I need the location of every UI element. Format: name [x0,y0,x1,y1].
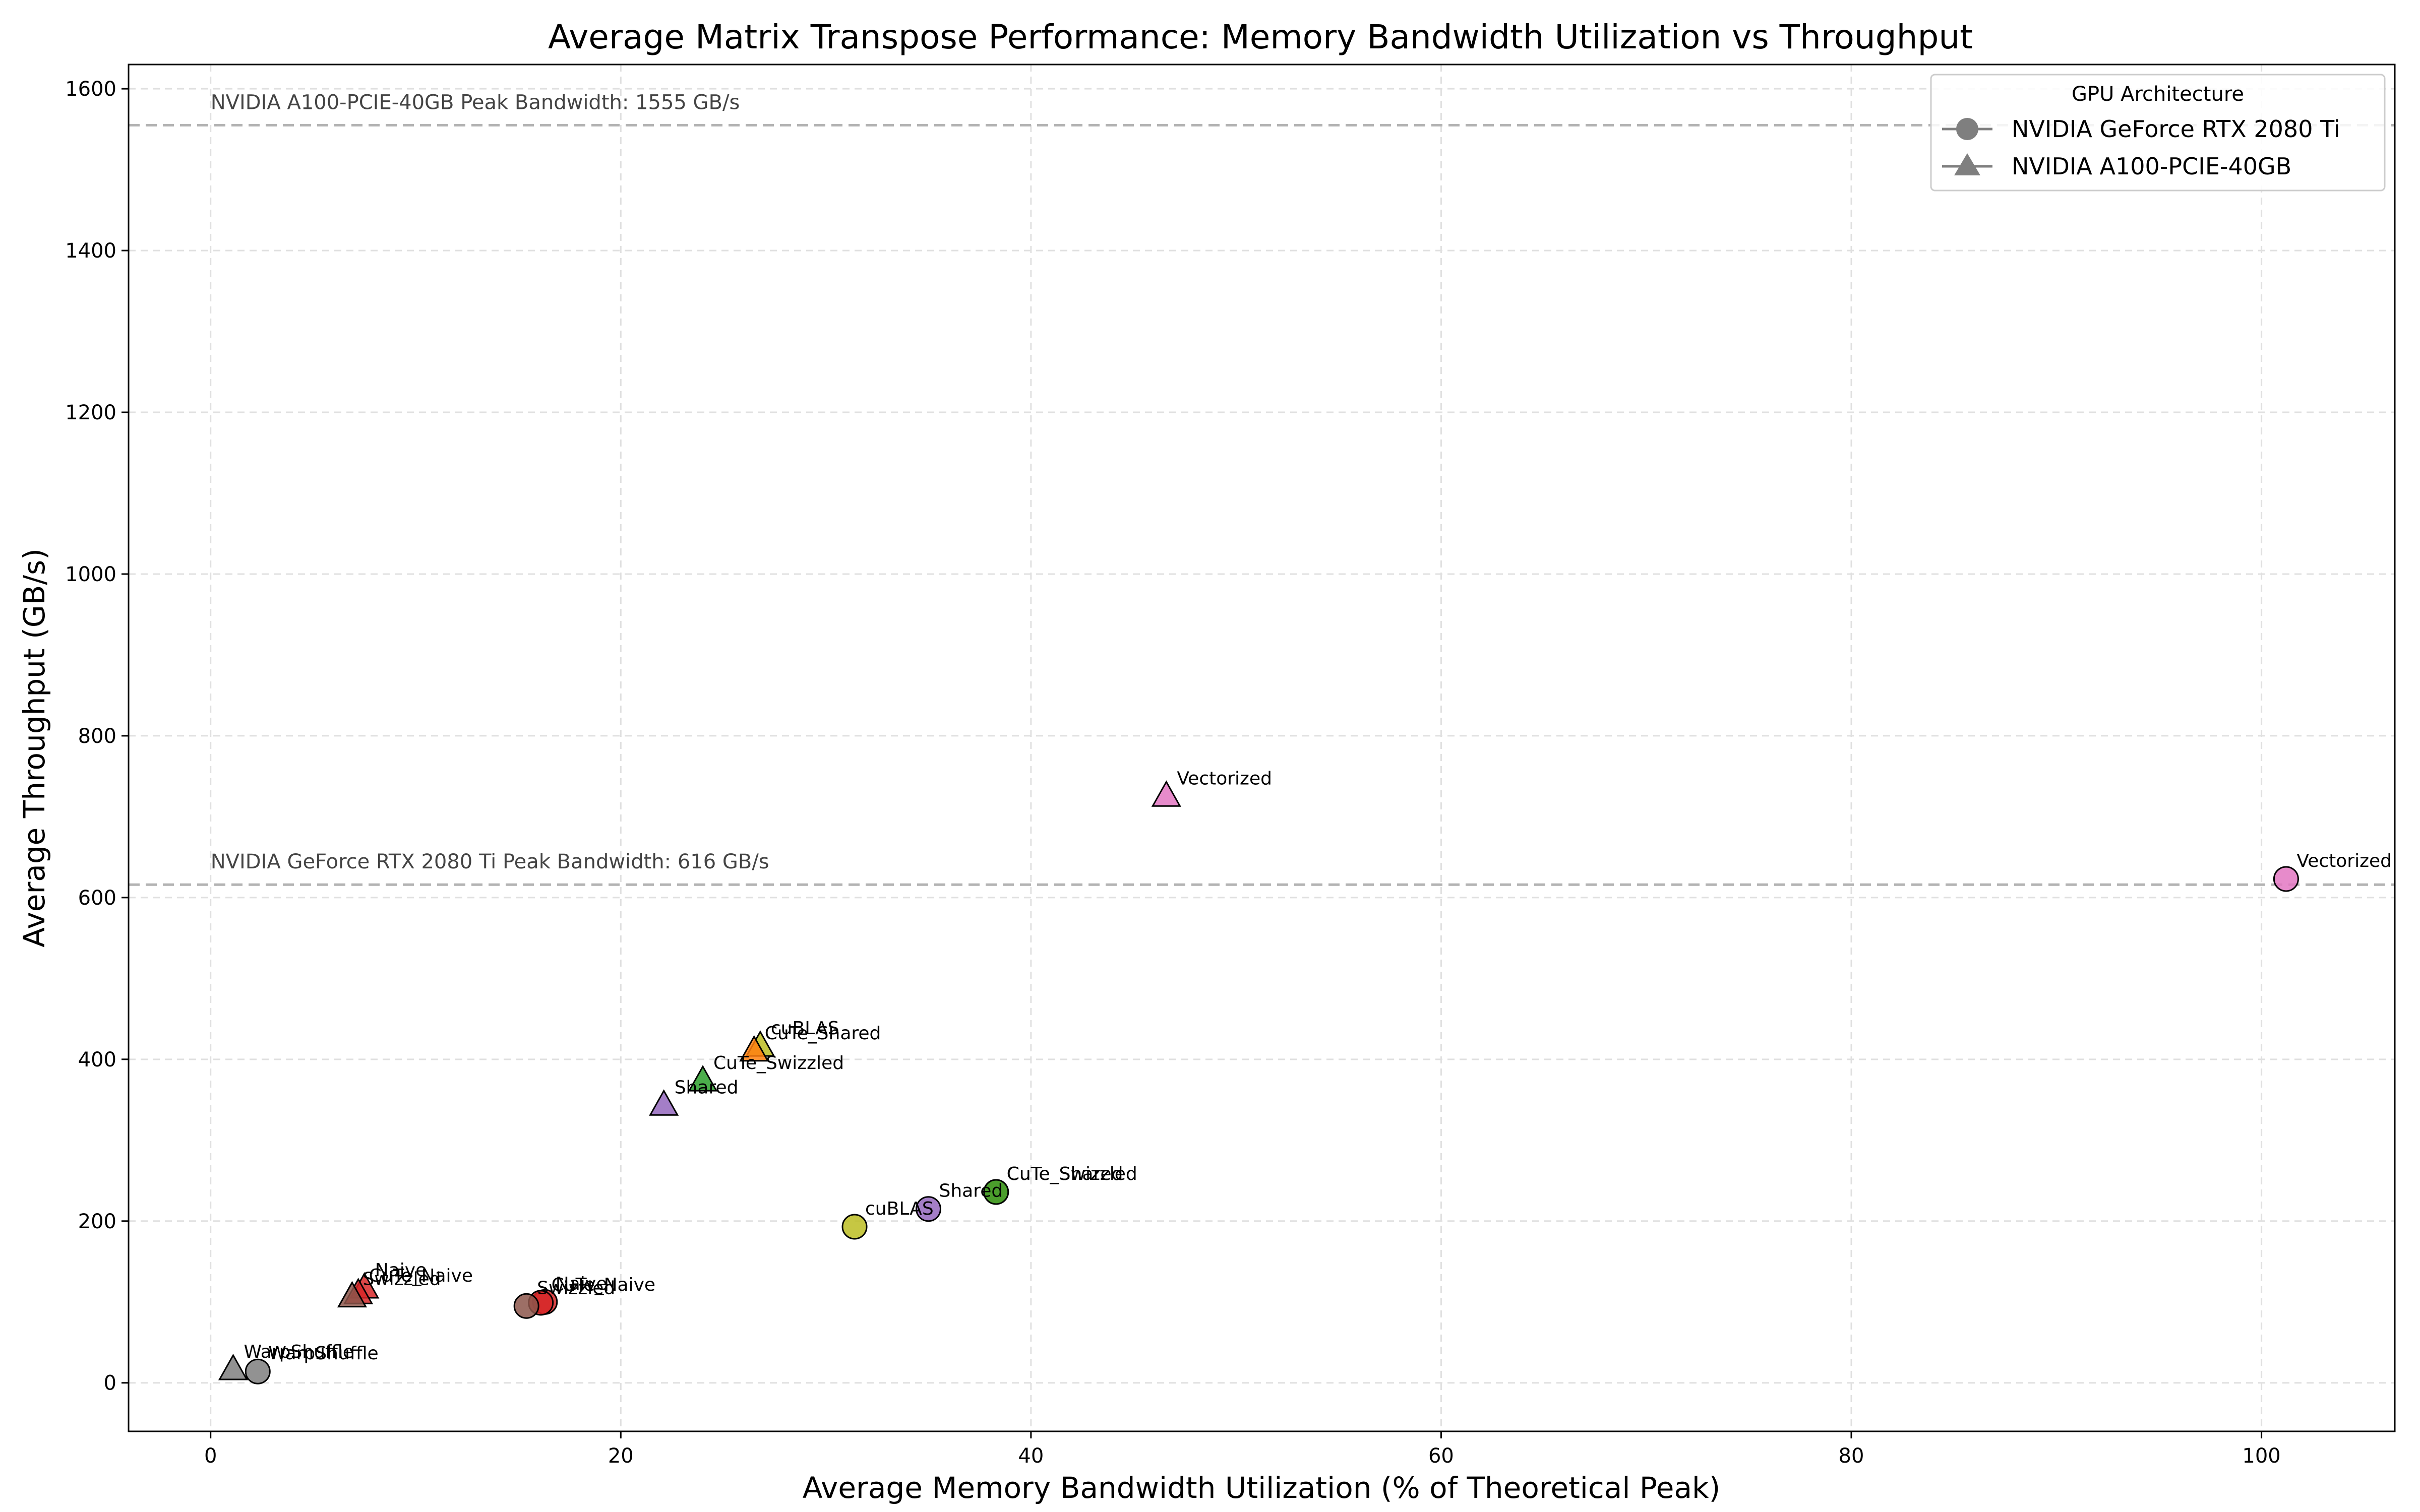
point-label: CuTe_Swizzled [1007,1164,1137,1184]
x-tick-label: 20 [608,1444,634,1468]
scatter-point-circle [983,1179,1009,1205]
scatter-point-triangle [688,1065,718,1092]
scatter-point-circle [513,1293,539,1319]
legend-box [1930,74,2386,192]
plot-frame [128,64,2396,1432]
y-axis-label: Average Throughput (GB/s) [17,548,51,948]
point-label: CuTe_Naive [552,1275,655,1295]
y-tick-label: 800 [78,725,116,748]
point-label: Shared [939,1181,1003,1202]
scatter-point-circle [841,1214,868,1240]
scatter-point-triangle [1151,780,1181,807]
legend: GPU Architecture NVIDIA GeForce RTX 2080… [1930,74,2386,192]
scatter-point-triangle [739,1035,769,1062]
point-label: Vectorized [2296,851,2392,871]
point-label: CuTe_Shared [1007,1164,1123,1184]
point-label: Swizzled [362,1269,441,1290]
legend-entry-a100: NVIDIA A100-PCIE-40GB [1942,153,2291,180]
point-label: Shared [675,1077,739,1098]
point-label: CuTe_Swizzled [713,1053,844,1074]
y-tick-label: 1600 [65,78,116,101]
point-label: WarpShuffle [268,1343,378,1364]
circle-marker-icon [1956,118,1978,140]
scatter-point-circle [915,1196,941,1222]
y-tick-label: 400 [78,1048,116,1072]
point-labels: VectorizedCuTe_SharedCuTe_SwizzledShared… [244,768,2392,1364]
x-tick-label: 60 [1428,1444,1454,1468]
x-tick-label: 80 [1839,1444,1864,1468]
legend-entry-rtx-2080-ti: NVIDIA GeForce RTX 2080 Ti [1942,115,2340,143]
y-tick-label: 1200 [65,401,116,424]
point-label: Naive [556,1274,607,1294]
point-label: Vectorized [1177,768,1272,789]
x-axis-ticks: 0 20 40 60 80 100 [204,1431,2281,1468]
reference-line-label: NVIDIA GeForce RTX 2080 Ti Peak Bandwidt… [211,850,769,873]
data-points [218,780,2299,1384]
point-label: cuBLAS [771,1018,839,1039]
y-tick-label: 600 [78,887,116,910]
legend-title: GPU Architecture [2072,83,2244,106]
point-label: cuBLAS [865,1199,934,1219]
scatter-point-triangle [218,1353,249,1380]
y-tick-label: 200 [78,1210,116,1233]
point-label: CuTe_Naive [369,1266,473,1286]
point-label: CuTe_Shared [765,1023,881,1044]
y-tick-label: 0 [104,1372,116,1395]
legend-label: NVIDIA A100-PCIE-40GB [2012,153,2291,180]
x-tick-label: 100 [2242,1444,2280,1468]
scatter-point-circle [2273,866,2299,892]
scatter-point-triangle [649,1089,679,1116]
triangle-marker-icon [1954,153,1980,175]
y-tick-label: 1000 [65,563,116,586]
point-label: Swizzled [537,1278,615,1298]
x-tick-label: 40 [1018,1444,1044,1468]
legend-label: NVIDIA GeForce RTX 2080 Ti [2012,115,2340,143]
y-tick-label: 1400 [65,239,116,263]
x-tick-label: 0 [204,1444,217,1468]
scatter-point-triangle [337,1281,367,1308]
x-axis-label: Average Memory Bandwidth Utilization (% … [803,1471,1721,1505]
point-label: Naive [375,1260,427,1281]
reference-line-label: NVIDIA A100-PCIE-40GB Peak Bandwidth: 15… [211,91,740,114]
point-label: WarpShuffle [244,1342,353,1362]
chart-title: Average Matrix Transpose Performance: Me… [548,18,1973,56]
y-axis-ticks: 0 200 400 600 800 1000 1200 1400 1600 [65,78,129,1395]
scatter-point-circle [245,1358,271,1384]
